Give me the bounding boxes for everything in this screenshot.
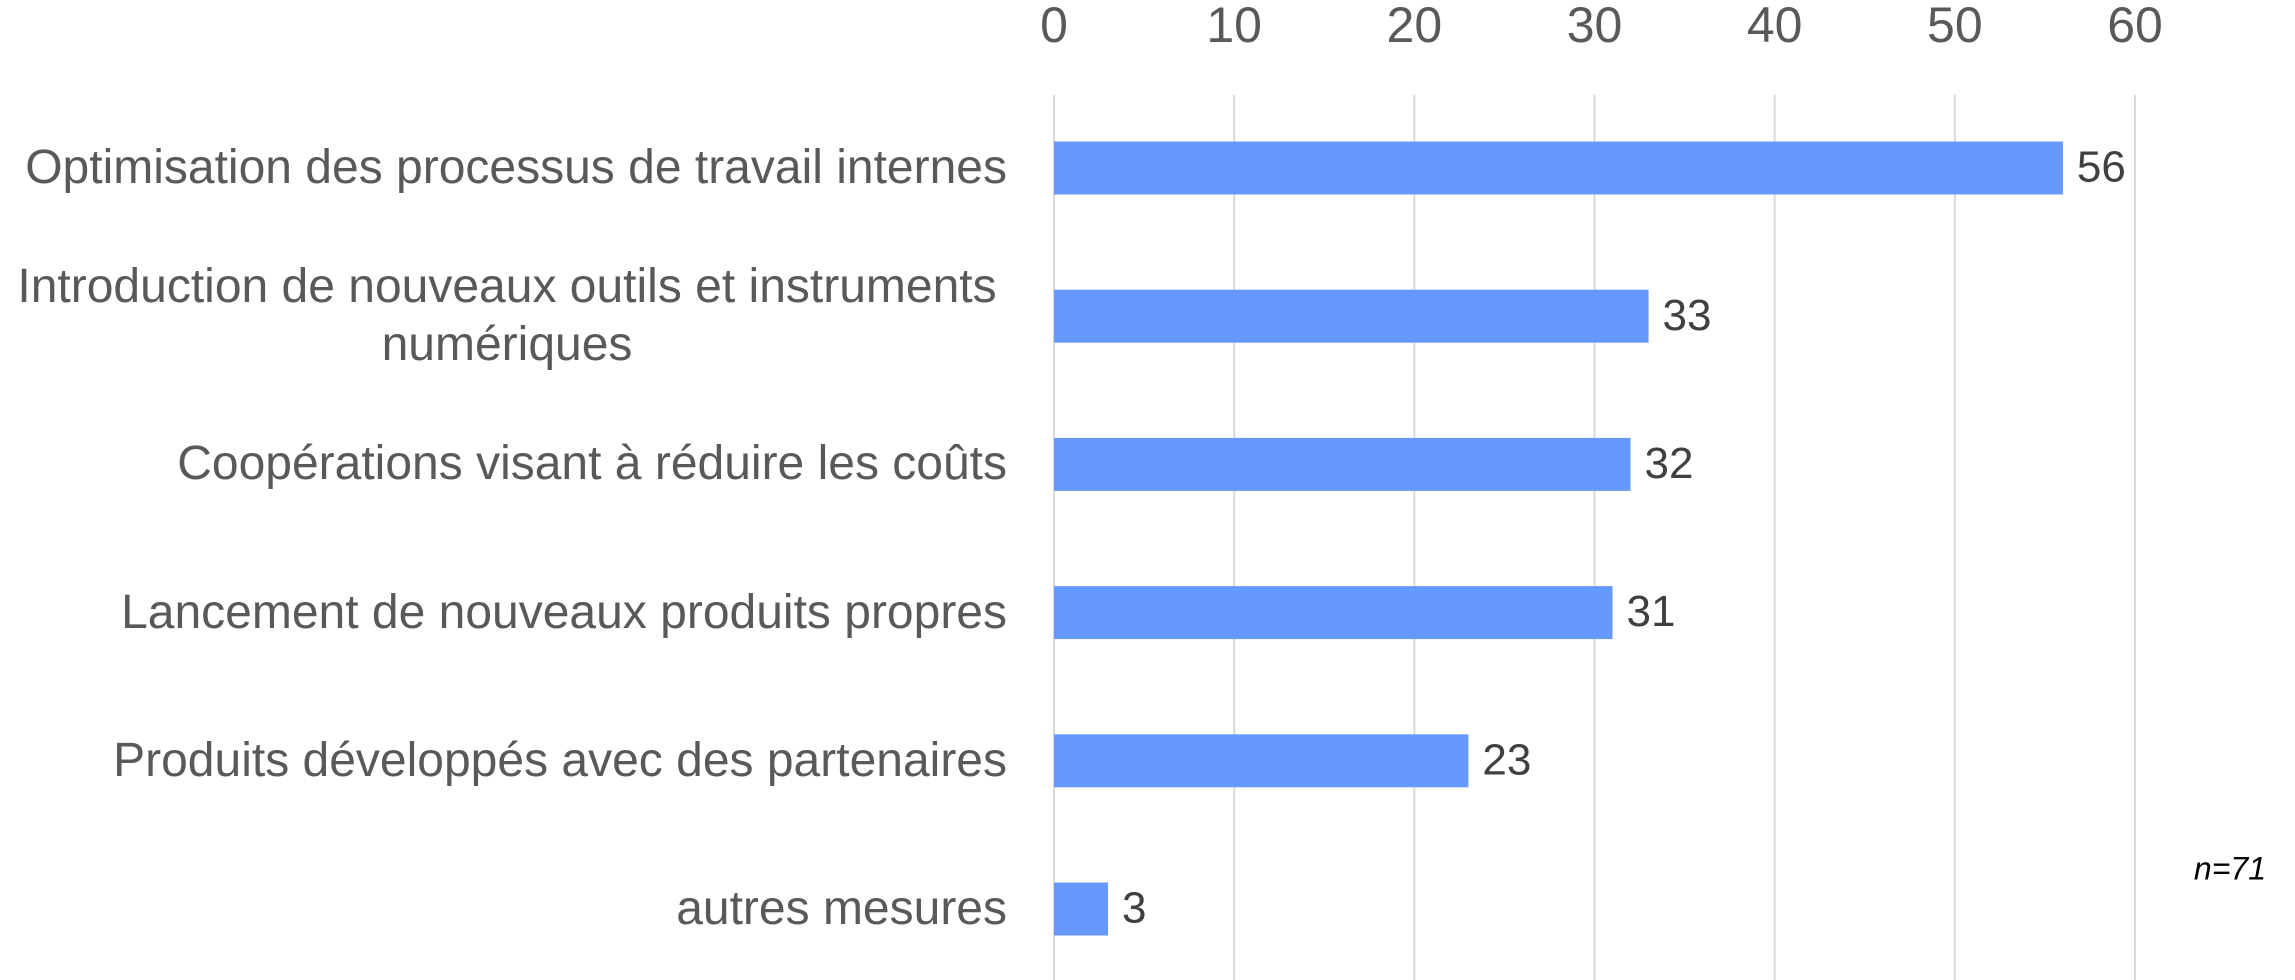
category-label-box: Introduction de nouveaux outils et instr…	[7, 258, 1007, 374]
x-tick-label: 20	[1387, 0, 1443, 53]
value-label: 23	[1482, 735, 1531, 784]
bar	[1054, 289, 1649, 343]
bar	[1054, 437, 1631, 491]
y-tick-label: Lancement de nouveaux produits propres	[121, 585, 1007, 639]
value-label: 3	[1122, 884, 1146, 933]
x-tick-label: 0	[1040, 0, 1068, 53]
bar	[1054, 141, 2063, 195]
x-tick-label: 30	[1567, 0, 1623, 53]
bar	[1054, 882, 1109, 936]
value-label: 56	[2077, 143, 2126, 192]
bar	[1054, 734, 1469, 788]
category-label-box: Coopérations visant à réduire les coûts	[7, 435, 1007, 493]
x-tick-label: 40	[1747, 0, 1803, 53]
value-label: 32	[1645, 439, 1694, 488]
x-tick-label: 60	[2107, 0, 2163, 53]
y-tick-label: Introduction de nouveaux outils et instr…	[17, 260, 997, 372]
x-tick-label: 50	[1927, 0, 1983, 53]
y-tick-label: autres mesures	[676, 882, 1007, 935]
y-tick-label: Coopérations visant à réduire les coûts	[177, 437, 1007, 491]
y-tick-label: Produits développés avec des partenaires	[113, 733, 1007, 787]
value-label: 33	[1663, 291, 1712, 340]
category-label-box: Optimisation des processus de travail in…	[7, 139, 1007, 197]
bar	[1054, 586, 1613, 640]
x-tick-label: 10	[1206, 0, 1262, 53]
category-label-box: autres mesures	[7, 880, 1007, 938]
value-label: 31	[1627, 587, 1676, 636]
category-label-box: Produits développés avec des partenaires	[7, 732, 1007, 790]
category-label-box: Lancement de nouveaux produits propres	[7, 584, 1007, 642]
y-tick-label: Optimisation des processus de travail in…	[25, 141, 1007, 194]
annotation: n=71	[2194, 850, 2266, 886]
